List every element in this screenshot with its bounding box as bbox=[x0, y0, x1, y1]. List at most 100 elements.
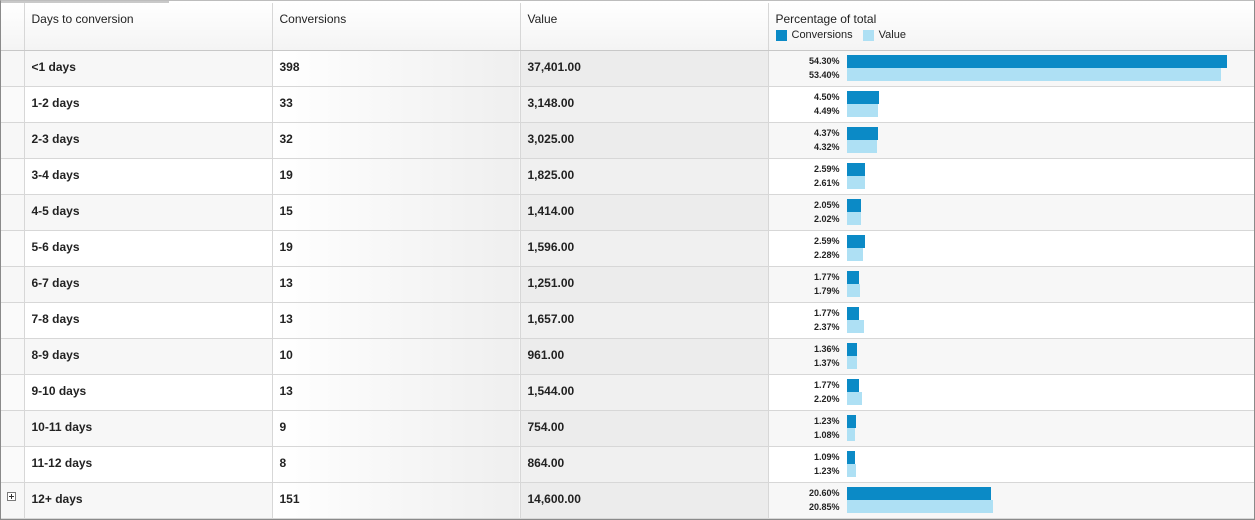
days-label: 5-6 days bbox=[31, 239, 80, 254]
days-to-conversion-table: Days to conversion Conversions Value Per… bbox=[1, 3, 1254, 519]
legend-value: Value bbox=[862, 29, 906, 41]
value-amount: 1,825.00 bbox=[527, 167, 575, 182]
conversions-pct-label: 2.05% bbox=[813, 199, 840, 210]
legend-conversions: Conversions bbox=[775, 29, 853, 41]
value-pct-label: 1.23% bbox=[813, 465, 840, 476]
days-label: 11-12 days bbox=[31, 455, 93, 470]
percentage-cell: 1.23% 1.08% bbox=[768, 410, 1254, 447]
percentage-bars: 2.59% 2.28% bbox=[769, 231, 1255, 266]
table-row: 7-8 days 13 1,657.00 1.77% 2.37% bbox=[1, 302, 1254, 339]
value-amount: 1,657.00 bbox=[527, 311, 575, 326]
conversions-value-cell: 10 bbox=[272, 338, 521, 375]
conversions-value: 151 bbox=[279, 491, 300, 506]
header-percentage-label: Percentage of total bbox=[775, 12, 877, 26]
conversions-value-cell: 398 bbox=[272, 50, 521, 87]
days-label: 1-2 days bbox=[31, 95, 80, 110]
table-row: 12+ days 151 14,600.00 20.60% 20.85% bbox=[1, 482, 1254, 519]
value-pct-label: 1.08% bbox=[813, 429, 840, 440]
value-pct-label: 1.37% bbox=[813, 357, 840, 368]
header-value-label: Value bbox=[527, 12, 558, 26]
value-amount: 37,401.00 bbox=[527, 59, 581, 74]
value-amount-cell: 1,414.00 bbox=[520, 194, 769, 231]
row-expand-cell bbox=[1, 446, 25, 483]
days-label: 8-9 days bbox=[31, 347, 80, 362]
conversions-value-cell: 151 bbox=[272, 482, 521, 519]
conversions-pct-label: 4.50% bbox=[813, 91, 840, 102]
conversions-pct-label: 1.23% bbox=[813, 415, 840, 426]
row-expand-cell bbox=[1, 50, 25, 87]
value-amount-cell: 754.00 bbox=[520, 410, 769, 447]
conversions-bar bbox=[846, 162, 865, 176]
value-pct-label: 2.28% bbox=[813, 249, 840, 260]
conversions-bar bbox=[846, 198, 861, 212]
percentage-cell: 1.77% 2.37% bbox=[768, 302, 1254, 339]
percentage-cell: 1.09% 1.23% bbox=[768, 446, 1254, 483]
row-expand-cell bbox=[1, 122, 25, 159]
value-amount: 1,251.00 bbox=[527, 275, 575, 290]
percentage-cell: 1.77% 2.20% bbox=[768, 374, 1255, 411]
days-label-cell: 10-11 days bbox=[24, 410, 273, 447]
days-label: 6-7 days bbox=[31, 275, 80, 290]
top-rule-accent bbox=[1, 1, 169, 3]
value-bar bbox=[846, 391, 862, 405]
conversions-value-cell: 13 bbox=[272, 374, 521, 411]
percentage-bars: 1.77% 2.20% bbox=[769, 375, 1255, 410]
percentage-bars: 54.30% 53.40% bbox=[769, 51, 1255, 86]
percentage-cell: 4.50% 4.49% bbox=[768, 86, 1254, 123]
conversions-value: 9 bbox=[279, 419, 287, 434]
conversions-pct-label: 1.77% bbox=[813, 307, 840, 318]
conversions-value-cell: 33 bbox=[272, 86, 521, 123]
value-pct-label: 1.79% bbox=[813, 285, 840, 296]
table-row: <1 days 398 37,401.00 54.30% 53.40% bbox=[1, 50, 1255, 87]
conversions-value: 13 bbox=[279, 311, 293, 326]
legend-value-label: Value bbox=[878, 29, 906, 41]
conversions-pct-label: 4.37% bbox=[813, 127, 840, 138]
header-conversions[interactable]: Conversions bbox=[272, 3, 521, 51]
value-bar bbox=[846, 427, 855, 441]
value-bar bbox=[846, 211, 861, 225]
conversions-value: 8 bbox=[279, 455, 287, 470]
value-pct-label: 2.61% bbox=[813, 177, 840, 188]
days-label-cell: 6-7 days bbox=[24, 266, 273, 303]
conversions-value: 19 bbox=[279, 239, 293, 254]
value-amount-cell: 37,401.00 bbox=[520, 50, 769, 87]
value-amount-cell: 3,148.00 bbox=[520, 86, 769, 123]
percentage-cell: 20.60% 20.85% bbox=[768, 482, 1254, 519]
value-amount-cell: 864.00 bbox=[520, 446, 769, 483]
header-value[interactable]: Value bbox=[520, 3, 769, 51]
table-header-row: Days to conversion Conversions Value Per… bbox=[1, 3, 1255, 51]
value-amount-cell: 1,544.00 bbox=[520, 374, 769, 411]
value-bar bbox=[846, 175, 865, 189]
value-amount: 961.00 bbox=[527, 347, 565, 362]
days-label-cell: 12+ days bbox=[24, 482, 273, 519]
conversions-pct-label: 1.77% bbox=[813, 379, 840, 390]
table-row: 2-3 days 32 3,025.00 4.37% 4.32% bbox=[1, 122, 1254, 159]
days-label-cell: <1 days bbox=[24, 50, 273, 87]
value-amount: 754.00 bbox=[527, 419, 565, 434]
row-expand-cell bbox=[1, 194, 25, 231]
conversions-value-cell: 9 bbox=[272, 410, 521, 447]
expand-plus-icon[interactable] bbox=[7, 491, 16, 501]
value-amount: 1,596.00 bbox=[527, 239, 575, 254]
percentage-bars: 1.77% 1.79% bbox=[769, 267, 1255, 302]
value-amount: 1,544.00 bbox=[527, 383, 575, 398]
legend: Conversions Value bbox=[769, 26, 1255, 41]
table-row: 3-4 days 19 1,825.00 2.59% 2.61% bbox=[1, 158, 1254, 195]
conversions-value: 19 bbox=[279, 167, 293, 182]
row-expand-cell bbox=[1, 374, 25, 411]
header-days[interactable]: Days to conversion bbox=[24, 3, 273, 51]
value-bar bbox=[846, 319, 864, 333]
top-rule bbox=[1, 1, 1254, 3]
value-amount-cell: 961.00 bbox=[520, 338, 769, 375]
percentage-bars: 1.36% 1.37% bbox=[769, 339, 1255, 374]
conversions-bar bbox=[846, 126, 878, 140]
row-expand-cell bbox=[1, 410, 25, 447]
row-expand-cell[interactable] bbox=[1, 482, 25, 519]
conversions-pct-label: 2.59% bbox=[813, 163, 840, 174]
conversions-value: 15 bbox=[279, 203, 293, 218]
legend-conversions-label: Conversions bbox=[791, 29, 853, 41]
conversions-value: 13 bbox=[279, 383, 293, 398]
days-label: <1 days bbox=[31, 59, 76, 74]
percentage-cell: 1.36% 1.37% bbox=[768, 338, 1255, 375]
